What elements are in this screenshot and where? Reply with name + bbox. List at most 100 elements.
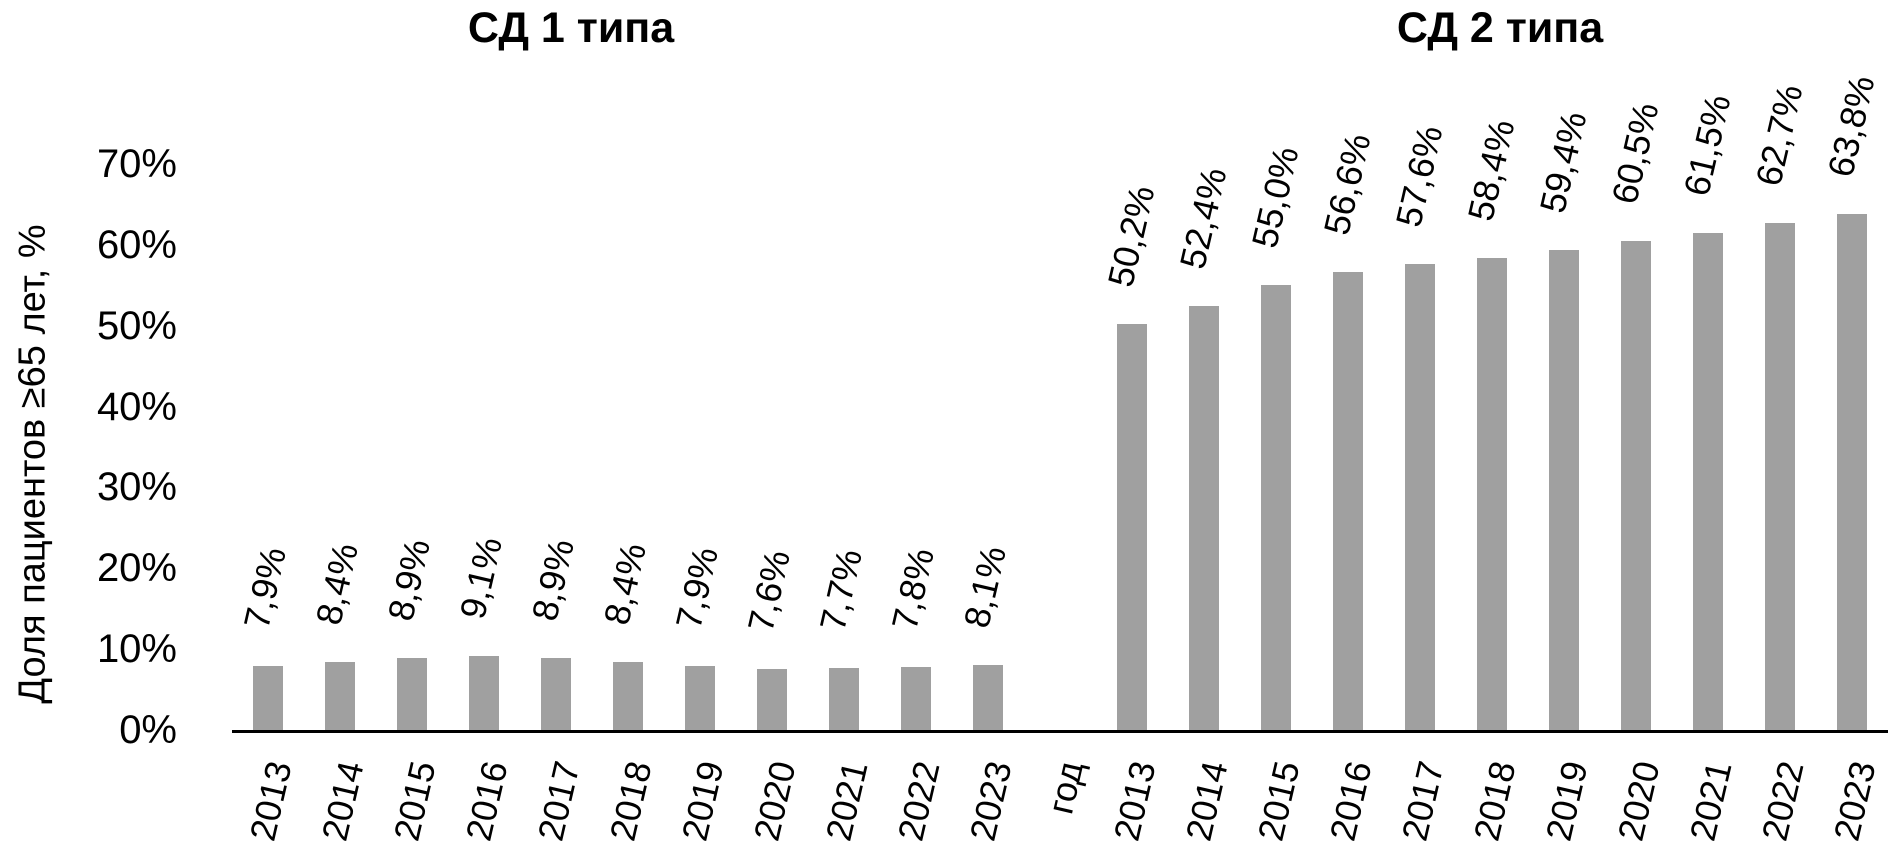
x-tick-label: 2017 — [1393, 757, 1452, 845]
bar — [469, 656, 499, 730]
x-tick-label: 2019 — [673, 757, 732, 845]
bar-value-label: 59,4% — [1531, 107, 1595, 217]
bar-slot: 52,4% 2014 — [1168, 164, 1240, 844]
bar-value-label: 7,9% — [235, 543, 294, 633]
bar — [613, 662, 643, 730]
y-tick-label: 70% — [96, 142, 177, 186]
bar-value-label: 60,5% — [1603, 98, 1667, 208]
bar-value-label: 8,9% — [379, 535, 438, 625]
x-tick-label: 2023 — [1825, 757, 1884, 845]
x-tick-label: 2018 — [601, 757, 660, 845]
y-tick-label: 10% — [96, 627, 177, 672]
bar — [1189, 306, 1219, 730]
bar — [973, 664, 1003, 730]
bar-slot: 59,4% 2019 — [1528, 108, 1600, 845]
x-axis-title: год — [1039, 757, 1092, 818]
bar-slot: 63,8% 2023 — [1816, 72, 1888, 845]
x-tick-label: 2014 — [313, 757, 372, 845]
bar — [829, 667, 859, 730]
bar — [1261, 285, 1291, 730]
bar — [1333, 272, 1363, 730]
x-axis-label-slot: год — [1024, 164, 1096, 817]
bar-value-label: 58,4% — [1459, 115, 1523, 225]
x-tick-label: 2023 — [961, 757, 1020, 845]
bar-slot: 60,5% 2020 — [1600, 99, 1672, 845]
bar-slot: 62,7% 2022 — [1744, 81, 1816, 845]
y-axis-tick-area: 0% 10% 20% 30% 40% 50% 60% 70% — [0, 0, 177, 859]
bar-value-label: 7,8% — [883, 544, 942, 634]
bar-slot: 58,4% 2018 — [1456, 116, 1528, 845]
bar-value-label: 52,4% — [1171, 164, 1235, 273]
bar-slot: 8,4% 2014 — [304, 164, 376, 844]
bar-value-label: 57,6% — [1387, 122, 1451, 231]
x-tick-label: 2020 — [1609, 757, 1668, 845]
bar-value-label: 8,4% — [595, 539, 654, 629]
x-tick-label: 2016 — [1321, 757, 1380, 845]
chart-title-right: СД 2 типа — [1396, 4, 1604, 52]
x-tick-label: 2021 — [1681, 757, 1740, 845]
x-tick-label: 2016 — [457, 757, 516, 845]
bar — [325, 662, 355, 730]
bar-value-label: 8,4% — [307, 539, 366, 629]
bar — [685, 666, 715, 730]
x-tick-label: 2020 — [745, 757, 804, 845]
bar — [1117, 324, 1147, 730]
bar-slot: 56,6% 2016 — [1312, 130, 1384, 844]
bar — [1837, 214, 1867, 730]
bar-slot: 8,1% 2023 — [952, 164, 1024, 845]
bar-value-label: 56,6% — [1315, 130, 1379, 239]
x-tick-label: 2018 — [1465, 757, 1524, 845]
y-tick-label: 20% — [96, 546, 177, 591]
bar — [1693, 232, 1723, 730]
bar-value-label: 9,1% — [451, 533, 510, 623]
bar-slot: 8,9% 2015 — [376, 164, 448, 844]
bar — [1549, 249, 1579, 730]
bar-value-label: 7,9% — [667, 543, 726, 633]
x-tick-label: 2015 — [385, 757, 444, 845]
x-tick-label: 2022 — [889, 757, 948, 845]
bar — [1477, 257, 1507, 730]
bar-value-label: 7,6% — [739, 545, 798, 636]
bar-slot: 8,4% 2018 — [592, 164, 664, 844]
bar-slot: 8,9% 2017 — [520, 164, 592, 844]
chart-title-left: СД 1 типа — [467, 4, 675, 52]
bar-slot: 55,0% 2015 — [1240, 143, 1312, 844]
bar — [757, 668, 787, 730]
bar-slot: 7,8% 2022 — [880, 164, 952, 844]
bar — [397, 658, 427, 730]
y-tick-label: 30% — [96, 465, 177, 510]
bar — [253, 666, 283, 730]
x-tick-label: 2014 — [1177, 757, 1236, 845]
bar-value-label: 8,9% — [523, 535, 582, 625]
bar — [1621, 240, 1651, 730]
bar-value-label: 62,7% — [1747, 80, 1811, 190]
bar — [541, 658, 571, 730]
x-tick-label: 2013 — [1105, 757, 1164, 845]
bar-slot: 61,5% 2021 — [1672, 91, 1744, 845]
y-tick-label: 60% — [96, 222, 177, 267]
y-tick-label: 50% — [96, 303, 177, 348]
bar-value-label: 63,8% — [1819, 71, 1883, 181]
bar-slot: 7,9% 2013 — [232, 164, 304, 844]
plot-area: 7,9% 2013 8,4% 2014 8,9% 2015 9,1% 2016 8,9% 2017… — [232, 72, 1888, 845]
y-tick-label: 0% — [119, 708, 177, 752]
x-tick-label: 2013 — [241, 757, 300, 845]
bar-value-label: 50,2% — [1099, 181, 1163, 291]
bar-slot: 57,6% 2017 — [1384, 122, 1456, 844]
x-tick-label: 2019 — [1537, 757, 1596, 845]
bar-value-label: 61,5% — [1675, 90, 1739, 200]
bar — [901, 666, 931, 730]
y-tick-label: 40% — [96, 384, 177, 429]
x-tick-label: 2021 — [817, 757, 876, 845]
bar-slot: 7,7% 2021 — [808, 164, 880, 844]
bar-slot: 7,6% 2020 — [736, 164, 808, 845]
bar-slot: 9,1% 2016 — [448, 164, 520, 845]
x-tick-label: 2017 — [529, 757, 588, 845]
bar-value-label: 7,7% — [811, 545, 870, 635]
x-tick-label: 2015 — [1249, 757, 1308, 845]
bar-slot: 7,9% 2019 — [664, 164, 736, 844]
x-tick-label: 2022 — [1753, 757, 1812, 845]
bar — [1765, 223, 1795, 730]
bar-value-label: 55,0% — [1243, 143, 1307, 252]
